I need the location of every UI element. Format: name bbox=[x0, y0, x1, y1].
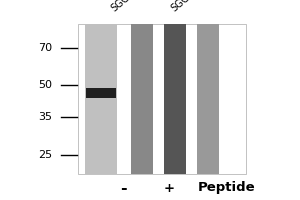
Text: SGC-7901: SGC-7901 bbox=[109, 0, 153, 14]
Bar bbox=[196, 24, 219, 174]
Text: +: + bbox=[164, 182, 175, 194]
Bar bbox=[85, 24, 117, 174]
Text: -: - bbox=[120, 180, 126, 196]
Bar bbox=[78, 24, 246, 174]
Bar bbox=[164, 24, 186, 174]
Text: 70: 70 bbox=[38, 43, 52, 53]
Text: SGC-7901: SGC-7901 bbox=[169, 0, 213, 14]
Text: 35: 35 bbox=[38, 112, 52, 122]
Bar bbox=[130, 24, 153, 174]
Text: 50: 50 bbox=[38, 80, 52, 90]
Text: 25: 25 bbox=[38, 150, 52, 160]
Text: Peptide: Peptide bbox=[198, 182, 256, 194]
Bar bbox=[86, 88, 116, 98]
